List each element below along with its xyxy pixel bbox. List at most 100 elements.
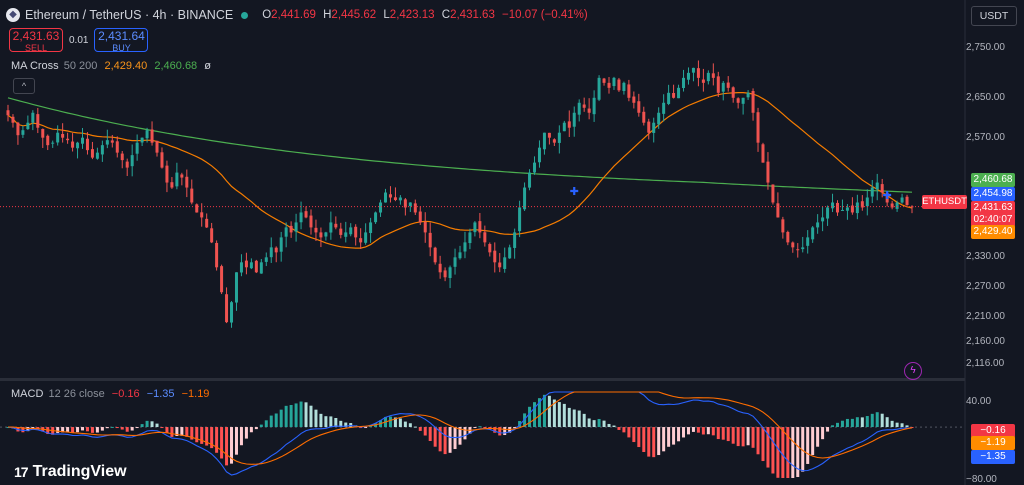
candle-body [110,140,114,143]
candle-body [185,176,189,188]
candle-body [602,78,606,83]
candle-body [786,231,790,243]
candle-body [319,232,323,238]
currency-selector[interactable]: USDT [971,6,1017,26]
candle-body [398,197,402,201]
candle-body [696,68,700,78]
macd-histogram-bar [885,417,889,428]
candle-body [493,250,497,263]
candle-body [542,132,546,150]
sell-button[interactable]: 2,431.63 SELL [9,28,63,53]
candle-body [334,223,338,228]
macd-histogram-bar [314,409,318,428]
candle-body [125,161,129,168]
macd-histogram-bar [388,416,392,428]
buy-button[interactable]: 2,431.64 BUY [94,28,149,53]
macd-histogram-bar [860,417,864,428]
macd-histogram-bar [547,395,551,428]
macd-histogram-bar [612,425,616,428]
candle-body [160,152,164,168]
collapse-indicators-button[interactable]: ^ [13,78,35,94]
macd-histogram-bar [220,427,224,459]
macd-histogram-bar [801,427,805,472]
candle-body [294,222,298,232]
price-axis-badge: 2,460.68 [971,173,1015,187]
candle-body [478,221,482,233]
macd-histogram-bar [185,427,189,437]
macd-histogram-bar [582,413,586,428]
macd-legend[interactable]: MACD 12 26 close −0.16 −1.35 −1.19 [11,388,210,400]
candle-body [736,98,740,103]
macd-histogram-bar [239,427,243,446]
macd-histogram-bar [577,410,581,428]
macd-histogram-bar [160,427,164,429]
macd-histogram-bar [433,427,437,447]
macd-histogram-bar [518,421,522,428]
candle-body [468,232,472,244]
macd-histogram-bar [279,409,283,428]
macd-histogram-bar [552,399,556,428]
lightning-icon[interactable]: ϟ [904,362,922,380]
macd-histogram-bar [61,427,65,433]
macd-histogram-bar [463,427,467,440]
price-axis-badge: 2,454.98 [971,187,1015,201]
macd-histogram-bar [438,427,442,452]
candle-body [100,145,104,155]
macd-histogram-bar [562,403,566,428]
candle-body [890,203,894,208]
candle-body [150,129,154,143]
macd-axis-tick: −80.00 [966,474,997,485]
candle-body [726,82,730,88]
candle-body [339,228,343,235]
macd-histogram-bar [537,398,541,428]
macd-histogram-bar [880,413,884,428]
candle-body [210,228,214,243]
candle-body [393,197,397,200]
candle-body [741,97,745,104]
macd-histogram-bar [324,416,328,428]
macd-histogram-bar [105,427,109,429]
candle-body [364,232,368,243]
macd-histogram-bar [607,423,611,428]
candle-body [781,219,785,233]
candle-body [21,130,25,135]
candle-body [771,184,775,203]
candle-body [701,79,705,83]
macd-histogram-bar [56,427,60,433]
tradingview-logo-icon: 17 [14,464,29,480]
candle-body [463,242,467,252]
price-axis-tick: 2,650.00 [966,91,1005,103]
candle-body [756,112,760,143]
candle-body [369,222,373,234]
macd-histogram-bar [259,424,263,428]
symbol-header: ◆ Ethereum / TetherUS · 4h · BINANCE O2,… [6,7,588,23]
candle-body [249,262,253,269]
candle-body [279,237,283,252]
candle-body [26,122,30,130]
macd-histogram-bar [443,427,447,455]
candle-body [180,174,184,178]
candle-body [567,121,571,128]
candle-body [16,122,20,136]
candle-body [120,153,124,161]
candle-body [418,211,422,223]
candle-body [811,227,815,240]
candle-body [801,247,805,250]
candle-body [6,110,10,116]
candle-body [627,84,631,98]
macd-histogram-bar [835,422,839,428]
macd-histogram-bar [359,427,363,429]
ma50-line [7,92,913,249]
candle-body [503,257,507,269]
macd-histogram-bar [716,427,720,440]
candle-body [547,132,551,138]
candle-body [508,247,512,259]
ma-cross-legend[interactable]: MA Cross 50 200 2,429.40 2,460.68 ø [11,60,211,72]
macd-histogram-bar [592,420,596,428]
candle-body [587,108,591,113]
candle-body [31,112,35,123]
candle-body [865,197,869,207]
symbol-title[interactable]: Ethereum / TetherUS · 4h · BINANCE [25,8,234,22]
macd-histogram-bar [369,426,373,428]
